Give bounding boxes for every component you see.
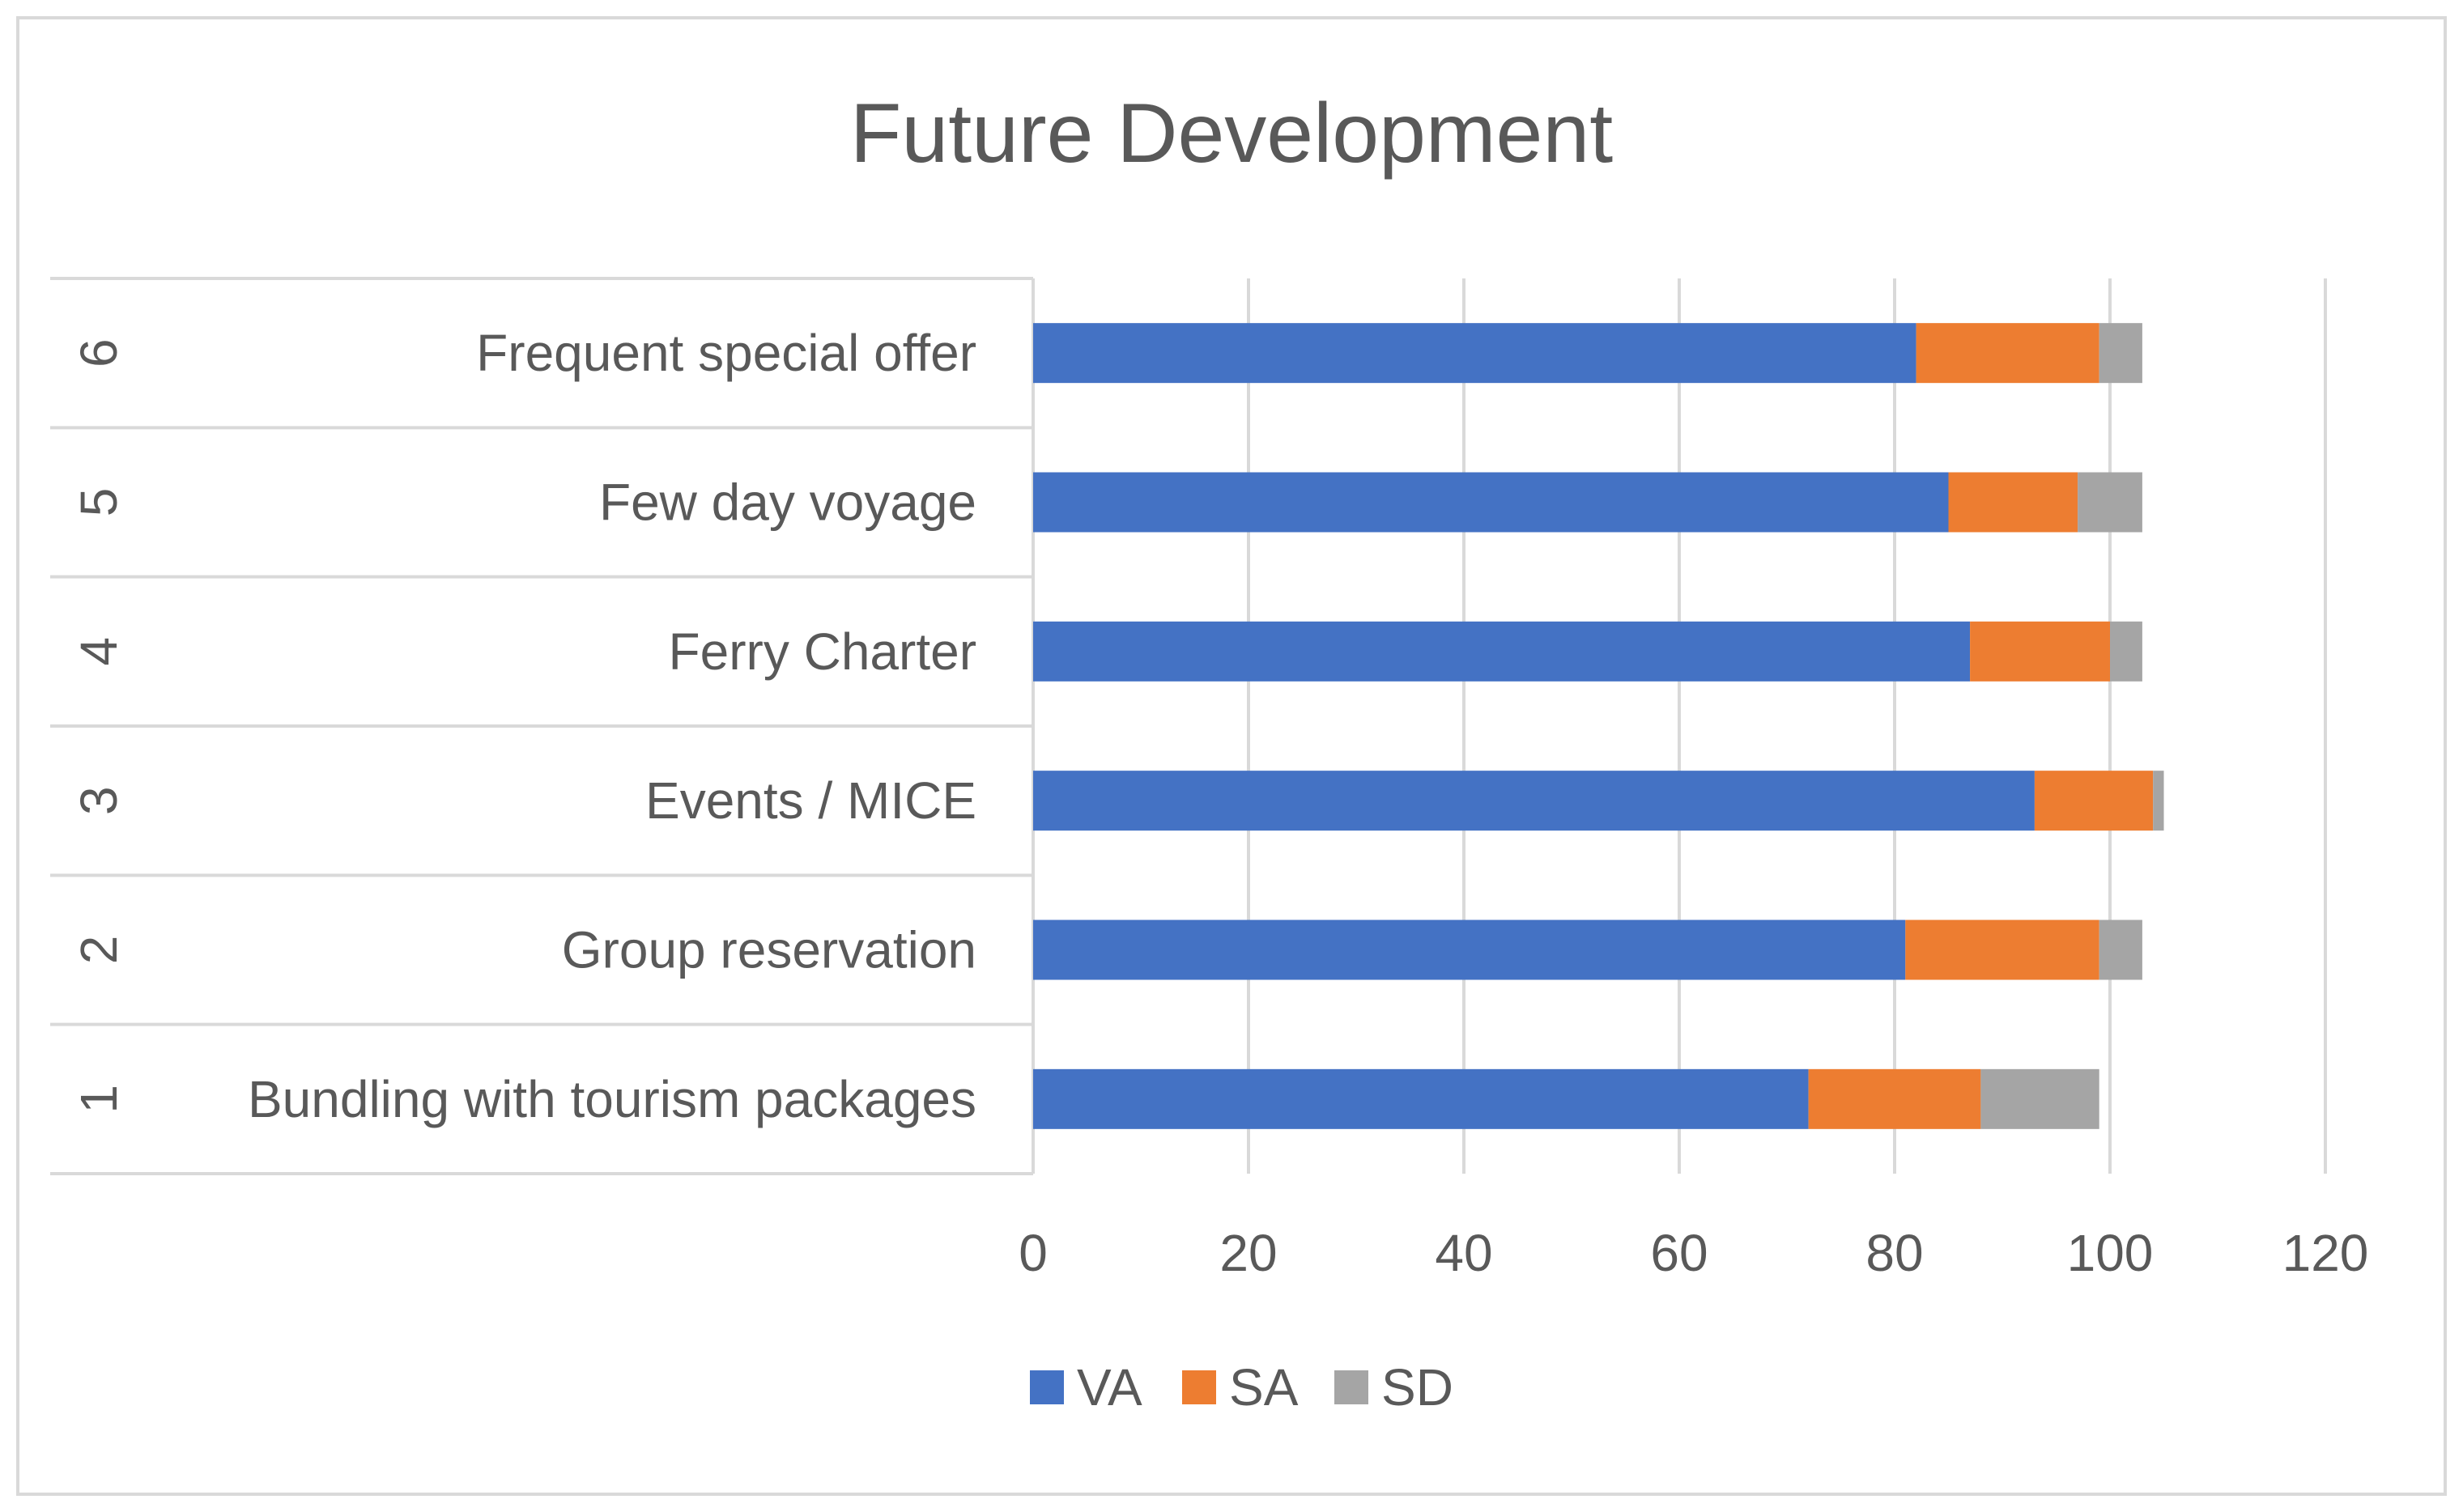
chart-title: Future Development — [850, 87, 1613, 181]
category-index: 1 — [70, 1085, 128, 1114]
bar-va — [1033, 920, 1906, 980]
category-index: 6 — [70, 338, 128, 367]
bar-sd — [2078, 472, 2142, 533]
bar-va — [1033, 323, 1916, 384]
gridlines — [1247, 278, 2327, 1174]
x-axis-ticks: 0 20 40 60 80 100 120 — [1019, 1224, 2368, 1282]
bar-va — [1033, 1068, 1809, 1129]
bar-sd — [2099, 323, 2142, 384]
x-tick-label: 80 — [1865, 1224, 1923, 1282]
x-tick-label: 20 — [1219, 1224, 1277, 1282]
category-index: 5 — [70, 488, 128, 517]
category-table: Bundling with tourism packages 1 Group res… — [50, 277, 1035, 1175]
category-label: Few day voyage — [599, 474, 976, 532]
category-label: Group reservation — [562, 921, 976, 979]
x-tick-label: 0 — [1019, 1224, 1048, 1282]
bar-va — [1033, 621, 1971, 682]
bar-sa — [1948, 472, 2078, 533]
x-tick-label: 120 — [2282, 1224, 2369, 1282]
bar-sd — [2110, 621, 2142, 682]
bar-va — [1033, 771, 2035, 831]
bar-sa — [2034, 771, 2154, 831]
bar-sa — [1905, 920, 2099, 980]
x-tick-label: 100 — [2067, 1224, 2154, 1282]
x-tick-label: 40 — [1435, 1224, 1492, 1282]
bars — [1033, 323, 2164, 1129]
legend-label-sd: SD — [1381, 1358, 1453, 1416]
bar-sd — [2153, 771, 2164, 831]
bar-sa — [1970, 621, 2110, 682]
legend-swatch-va — [1030, 1370, 1064, 1404]
bar-sa — [1808, 1068, 1981, 1129]
category-label: Events / MICE — [645, 771, 976, 830]
legend-swatch-sd — [1334, 1370, 1368, 1404]
category-label: Ferry Charter — [669, 622, 977, 681]
category-index: 2 — [70, 936, 128, 965]
legend-swatch-sa — [1182, 1370, 1216, 1404]
category-label: Bundling with tourism packages — [248, 1070, 976, 1128]
category-label: Frequent special offer — [476, 324, 976, 382]
bar-sd — [2099, 920, 2142, 980]
bar-sd — [1980, 1068, 2099, 1129]
legend-label-sa: SA — [1229, 1358, 1299, 1416]
x-tick-label: 60 — [1650, 1224, 1708, 1282]
legend: VA SA SD — [1030, 1358, 1453, 1416]
legend-label-va: VA — [1077, 1358, 1142, 1416]
chart-border — [16, 16, 2447, 1496]
bar-sa — [1916, 323, 2099, 384]
category-index: 3 — [70, 786, 128, 815]
bar-va — [1033, 472, 1949, 533]
category-index: 4 — [70, 637, 128, 666]
